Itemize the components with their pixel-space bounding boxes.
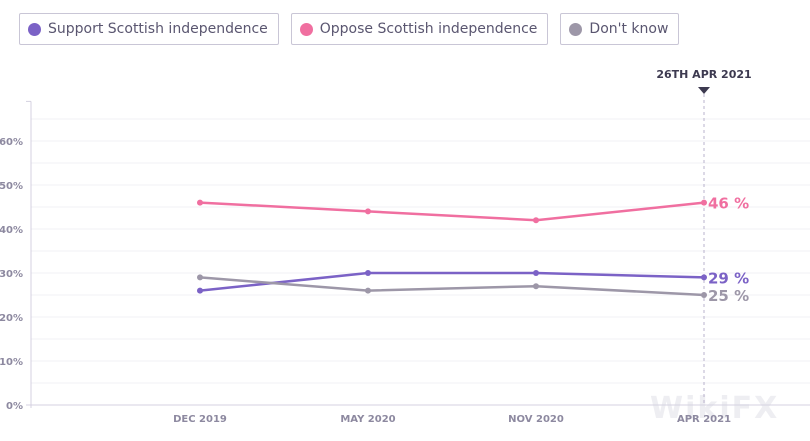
end-labels: 29 % 46 % 25 % xyxy=(708,195,749,305)
x-tick-label: MAY 2020 xyxy=(340,414,395,425)
data-point xyxy=(365,270,371,276)
y-tick-label: 60% xyxy=(0,137,23,148)
triangle-down-icon xyxy=(698,87,710,94)
oppose-dot-icon xyxy=(299,22,313,36)
data-point xyxy=(533,270,539,276)
data-point xyxy=(365,287,371,294)
series-line xyxy=(199,271,705,292)
y-axis-ticks: 0% 10% 20% 30% 40% 50% 60% xyxy=(0,137,23,412)
y-tick-label: 10% xyxy=(0,357,23,368)
y-tick-label: 50% xyxy=(0,181,23,192)
legend: Support Scottish independence Oppose Sco… xyxy=(19,13,680,45)
data-point xyxy=(701,292,707,298)
series-lines xyxy=(197,199,707,298)
highlight-marker: 26TH APR 2021 xyxy=(656,68,752,405)
y-tick-label: 40% xyxy=(0,225,23,236)
series-line xyxy=(199,201,705,222)
axes xyxy=(26,100,810,408)
data-point xyxy=(365,208,371,215)
x-tick-label: DEC 2019 xyxy=(173,414,227,425)
x-tick-label: APR 2021 xyxy=(677,414,731,425)
legend-label: Support Scottish independence xyxy=(48,21,268,37)
data-point xyxy=(533,283,539,290)
legend-label: Don't know xyxy=(589,21,669,37)
legend-item-dont-know[interactable]: Don't know xyxy=(560,13,680,45)
y-tick-label: 30% xyxy=(0,269,23,280)
dont-know-dot-icon xyxy=(569,22,583,36)
highlight-date-label: 26TH APR 2021 xyxy=(656,68,751,81)
end-value-label: 25 % xyxy=(708,287,749,305)
end-value-label: 29 % xyxy=(708,269,749,287)
data-point xyxy=(197,287,203,294)
x-axis-ticks: DEC 2019 MAY 2020 NOV 2020 APR 2021 xyxy=(173,414,731,425)
y-tick-label: 20% xyxy=(0,313,23,324)
data-point xyxy=(197,199,203,206)
support-dot-icon xyxy=(28,22,41,36)
gridlines xyxy=(31,118,810,384)
watermark: WikiFX xyxy=(650,391,779,426)
series-line xyxy=(199,276,705,297)
data-point xyxy=(197,274,203,281)
x-tick-label: NOV 2020 xyxy=(508,414,564,425)
end-value-label: 46 % xyxy=(708,195,749,213)
data-point xyxy=(533,217,539,224)
legend-label: Oppose Scottish independence xyxy=(319,21,538,37)
data-point xyxy=(701,199,707,206)
y-tick-label: 0% xyxy=(6,401,23,412)
legend-item-support[interactable]: Support Scottish independence xyxy=(19,13,279,45)
legend-item-oppose[interactable]: Oppose Scottish independence xyxy=(290,13,549,45)
data-point xyxy=(701,274,707,281)
